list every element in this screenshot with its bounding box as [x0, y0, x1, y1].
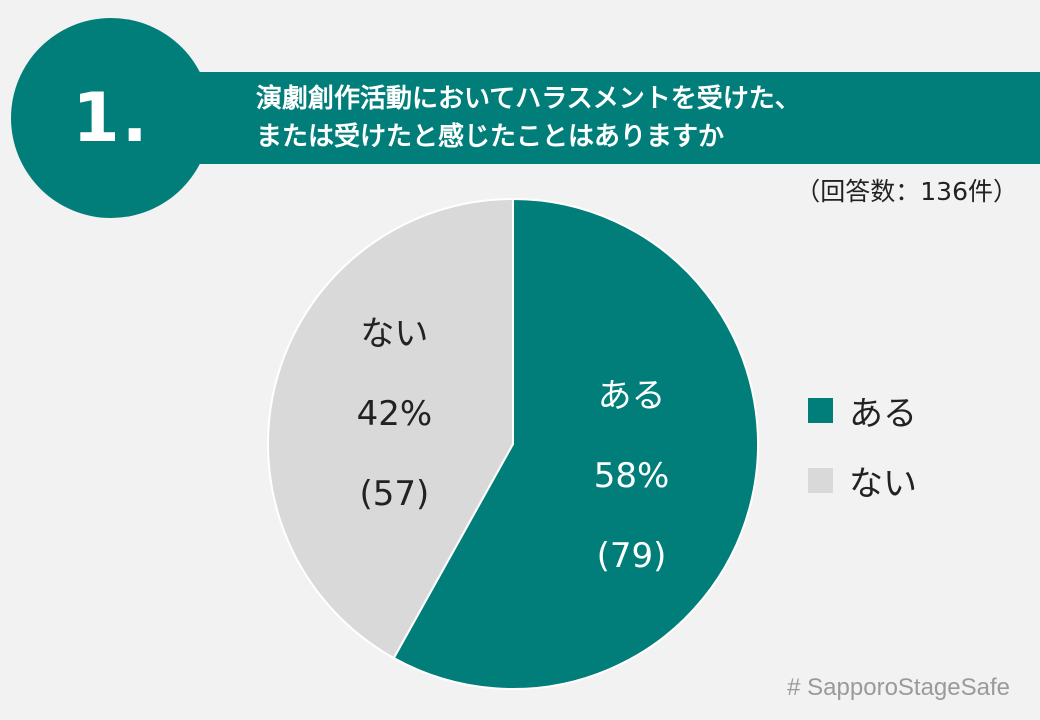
slice-label-aru: ある: [598, 376, 666, 416]
legend-swatch-nai: [808, 467, 833, 493]
header-bar: [200, 72, 1040, 164]
question-number: 1.: [72, 78, 150, 158]
legend-swatch-aru: [808, 397, 833, 423]
legend-item-nai: ない: [808, 458, 917, 504]
slice-label-nai: ない: [360, 314, 428, 354]
legend-label-nai: ない: [849, 463, 917, 504]
legend-label-aru: ある: [849, 393, 917, 434]
hashtag: # SapporoStageSafe: [787, 674, 1010, 701]
slice-percent-aru: 58%: [594, 456, 670, 496]
slice-count-aru: (79): [597, 536, 667, 576]
slice-percent-nai: 42%: [357, 394, 433, 434]
pie-slice-aru: [392, 197, 759, 690]
slice-count-nai: (57): [360, 474, 430, 514]
legend-item-aru: ある: [808, 388, 917, 434]
question-line-1: 演劇創作活動においてハラスメントを受けた、: [256, 84, 801, 114]
legend: ある ない: [808, 388, 917, 528]
question-line-2: または受けたと感じたことはありますか: [256, 122, 725, 152]
response-count: （回答数：136件）: [795, 177, 1018, 206]
pie-slice-nai: [267, 197, 514, 660]
question-title: 演劇創作活動においてハラスメントを受けた、 または受けたと感じたことはありますか: [256, 80, 1026, 156]
question-number-badge: 1.: [11, 18, 211, 218]
